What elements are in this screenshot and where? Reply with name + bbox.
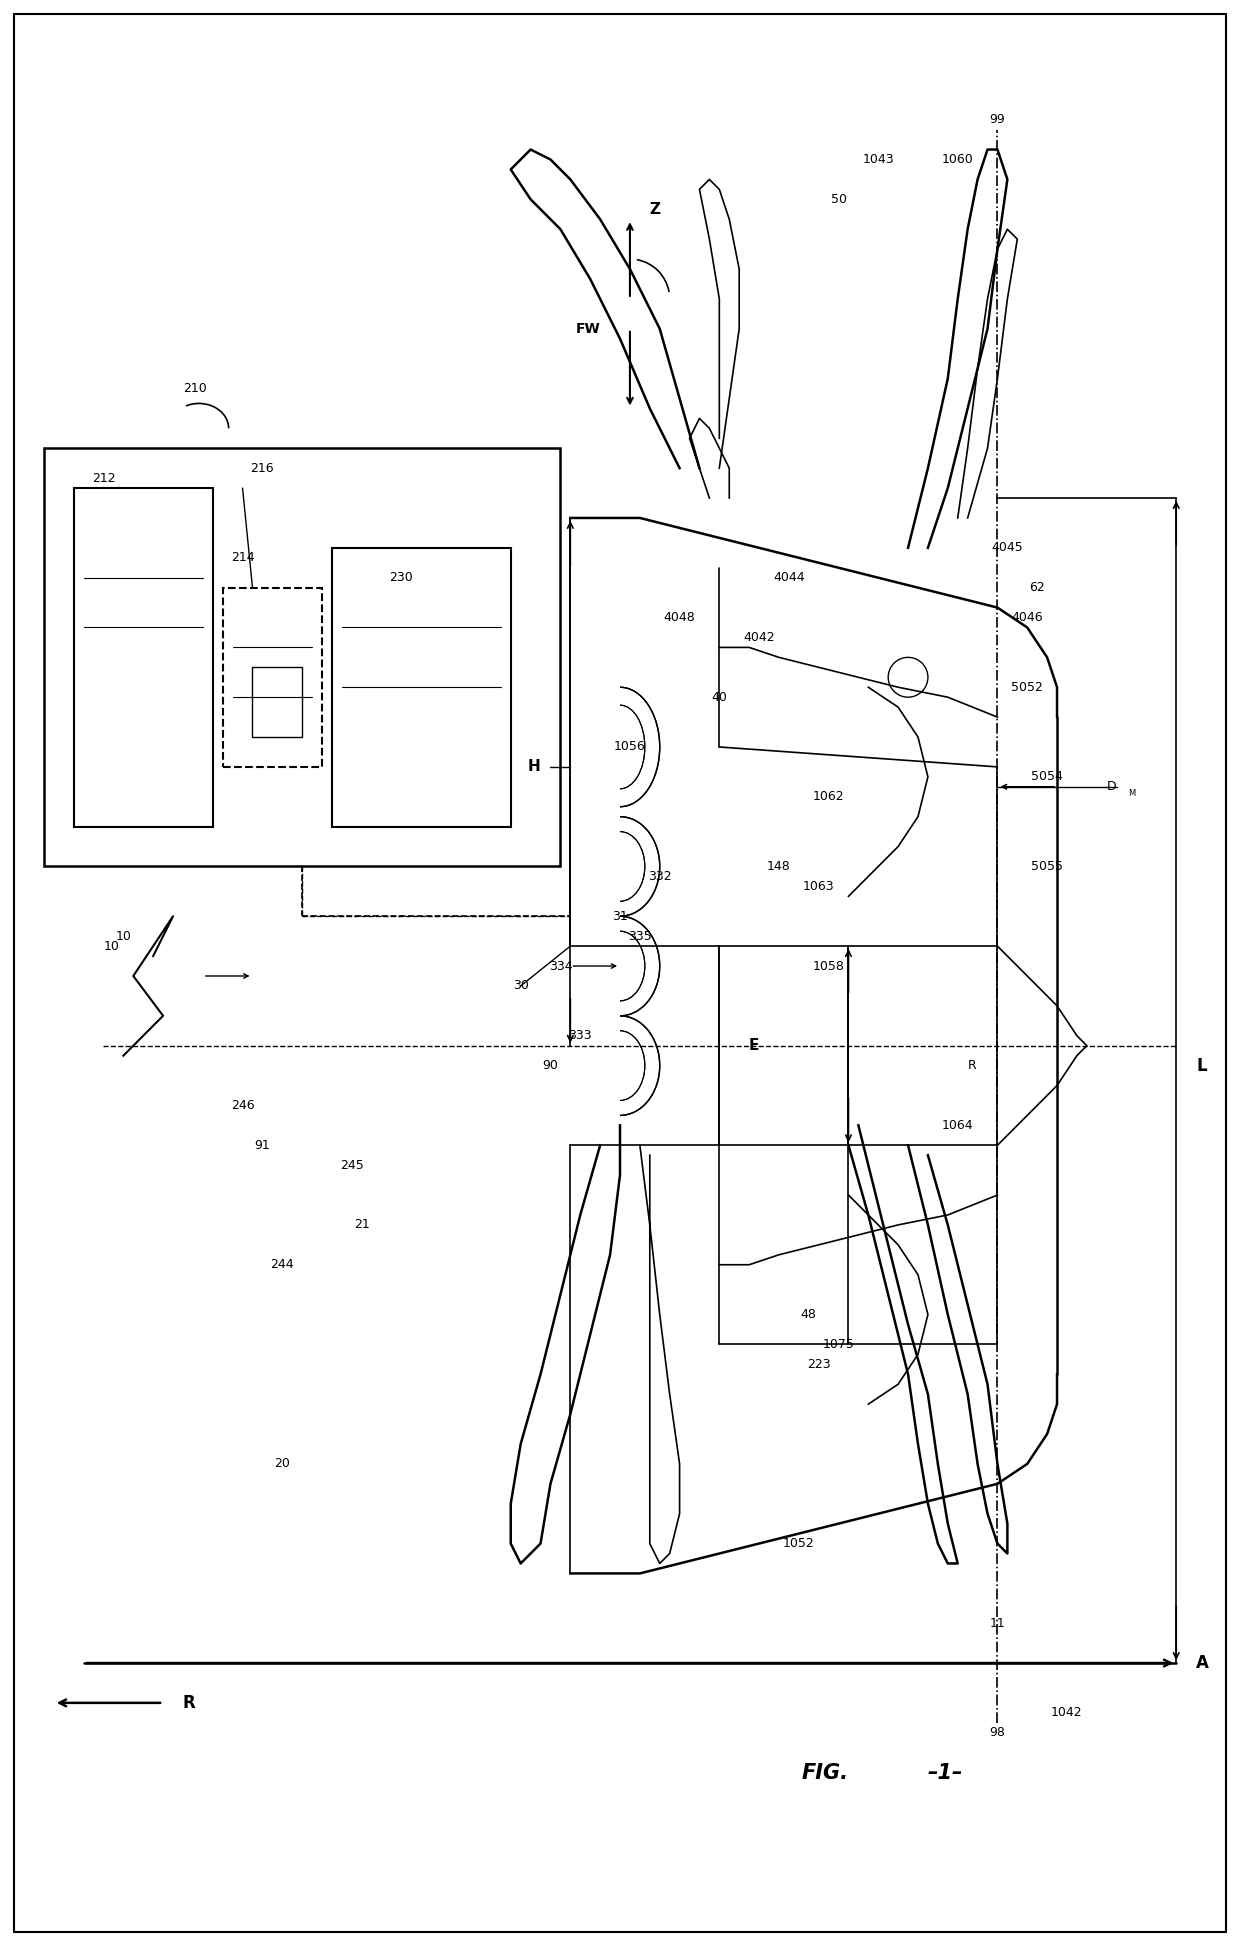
Text: 335: 335	[627, 930, 652, 942]
Text: 98: 98	[990, 1726, 1006, 1740]
Text: D: D	[1107, 780, 1116, 794]
Text: R: R	[967, 1059, 976, 1072]
Text: 4046: 4046	[1012, 611, 1043, 625]
Text: 214: 214	[231, 551, 254, 564]
Text: 31: 31	[613, 909, 627, 922]
Text: 1042: 1042	[1052, 1707, 1083, 1720]
Text: 40: 40	[712, 691, 728, 704]
Text: 5054: 5054	[1032, 771, 1063, 784]
Text: 246: 246	[231, 1099, 254, 1111]
Text: 11: 11	[990, 1617, 1006, 1629]
Text: 334: 334	[548, 959, 572, 973]
Text: R: R	[184, 1693, 196, 1712]
Text: 210: 210	[184, 381, 207, 395]
Text: 1075: 1075	[822, 1339, 854, 1351]
Text: 333: 333	[568, 1029, 591, 1043]
Bar	[332, 549, 511, 827]
Text: 1052: 1052	[782, 1537, 815, 1551]
Bar	[73, 488, 213, 827]
Text: 1062: 1062	[812, 790, 844, 804]
Text: 1064: 1064	[942, 1119, 973, 1133]
Text: 4042: 4042	[743, 631, 775, 644]
Text: A: A	[1197, 1654, 1209, 1672]
Text: 4044: 4044	[773, 572, 805, 584]
Bar	[253, 667, 303, 738]
Text: 1060: 1060	[942, 154, 973, 165]
Text: 30: 30	[512, 979, 528, 992]
Text: 5055: 5055	[1032, 860, 1063, 874]
Text: FW: FW	[575, 321, 600, 337]
Text: 245: 245	[340, 1158, 363, 1171]
Text: 1056: 1056	[614, 741, 646, 753]
Text: 244: 244	[270, 1259, 294, 1271]
Text: 1063: 1063	[802, 880, 835, 893]
Text: 50: 50	[831, 193, 847, 206]
Text: 216: 216	[250, 461, 274, 475]
Text: 1058: 1058	[812, 959, 844, 973]
Text: 99: 99	[990, 113, 1006, 126]
Text: 4045: 4045	[992, 541, 1023, 555]
Text: L: L	[1197, 1057, 1207, 1074]
Text: –1–: –1–	[928, 1763, 963, 1783]
Text: 62: 62	[1029, 582, 1045, 594]
Text: 48: 48	[801, 1308, 817, 1321]
Text: 5052: 5052	[1012, 681, 1043, 693]
Text: 332: 332	[649, 870, 672, 883]
Bar	[223, 588, 322, 767]
Text: 10: 10	[115, 930, 131, 942]
Text: H: H	[528, 759, 541, 775]
Text: 4048: 4048	[663, 611, 696, 625]
Bar	[43, 448, 560, 866]
Text: 223: 223	[807, 1358, 831, 1370]
Text: M: M	[1128, 790, 1136, 798]
Text: 1043: 1043	[863, 154, 894, 165]
Text: Z: Z	[650, 202, 661, 216]
Text: 10: 10	[103, 940, 119, 954]
Text: 212: 212	[92, 471, 115, 485]
Text: 91: 91	[254, 1138, 270, 1152]
Text: 90: 90	[543, 1059, 558, 1072]
Text: FIG.: FIG.	[801, 1763, 848, 1783]
Text: 21: 21	[353, 1218, 370, 1232]
Text: E: E	[749, 1037, 759, 1053]
Text: 230: 230	[389, 572, 413, 584]
Text: 148: 148	[768, 860, 791, 874]
Text: 20: 20	[274, 1458, 290, 1471]
